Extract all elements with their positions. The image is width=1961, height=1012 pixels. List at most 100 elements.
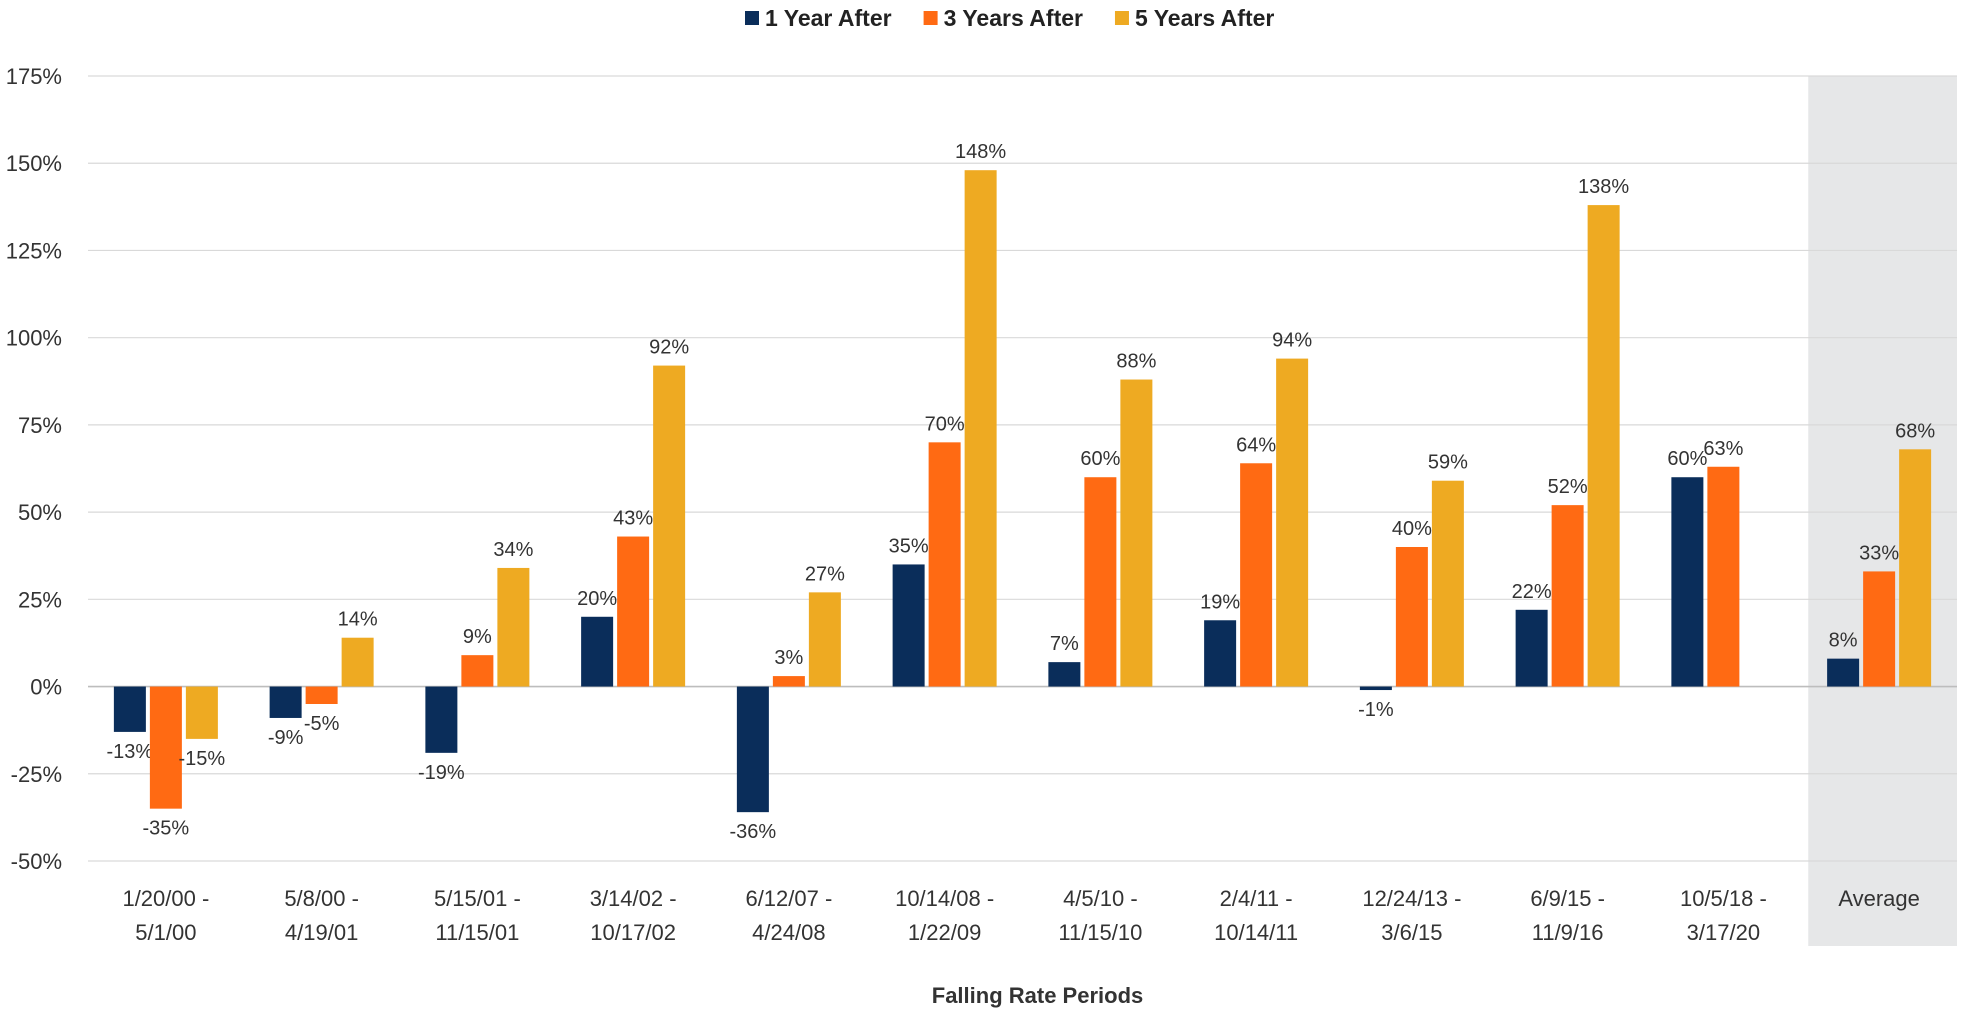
bar-5-years-after (1120, 379, 1153, 687)
y-tick-label: -25% (11, 762, 62, 787)
x-tick-label: 11/15/01 (435, 920, 519, 945)
bar-1-year-after (1515, 609, 1548, 687)
bar-5-years-after (964, 170, 997, 687)
bar-5-years-after (1431, 480, 1464, 687)
legend-label: 5 Years After (1135, 5, 1274, 31)
bar-3-years-after (1240, 463, 1273, 687)
data-label: 88% (1116, 351, 1156, 373)
bar-3-years-after (1551, 505, 1584, 687)
data-label: -9% (268, 727, 304, 749)
bar-5-years-after (1276, 358, 1309, 687)
bar-1-year-after (736, 686, 769, 813)
x-tick-label: Average (1838, 886, 1920, 911)
x-tick-label: 11/15/10 (1058, 920, 1142, 945)
y-tick-label: -50% (11, 849, 62, 874)
legend-swatch (923, 11, 938, 25)
x-tick-label: 5/1/00 (135, 920, 196, 945)
bar-3-years-after (461, 655, 494, 687)
bar-3-years-after (1084, 477, 1117, 687)
bar-5-years-after (808, 592, 841, 687)
data-label: 148% (955, 141, 1006, 163)
y-tick-label: 0% (30, 675, 62, 700)
x-tick-label: 5/8/00 - (284, 886, 359, 911)
bar-3-years-after (305, 686, 338, 704)
legend-label: 1 Year After (765, 5, 892, 31)
data-label: 20% (577, 588, 617, 610)
bar-1-year-after (892, 564, 925, 687)
data-label: 52% (1548, 476, 1588, 498)
data-label: 70% (925, 413, 965, 435)
data-label: 60% (1667, 448, 1707, 470)
x-tick-label: 5/15/01 - (434, 886, 521, 911)
y-tick-label: 25% (18, 587, 62, 612)
x-tick-label: 4/19/01 (285, 920, 358, 945)
bar-1-year-after (1048, 662, 1081, 687)
y-tick-label: 150% (6, 151, 62, 176)
data-label: 94% (1272, 330, 1312, 352)
data-label: 22% (1512, 581, 1552, 603)
bar-5-years-after (341, 637, 374, 687)
bar-1-year-after (113, 686, 146, 732)
y-tick-label: 175% (6, 64, 62, 89)
bar-1-year-after (1671, 477, 1704, 687)
data-label: -36% (730, 821, 777, 843)
bar-1-year-after (1827, 658, 1860, 687)
bar-5-years-after (1587, 205, 1620, 687)
data-label: 14% (338, 609, 378, 631)
x-tick-label: 10/14/08 - (895, 886, 994, 911)
bar-5-years-after (497, 567, 530, 687)
x-tick-label: 4/24/08 (752, 920, 825, 945)
data-label: 59% (1428, 452, 1468, 474)
y-tick-label: 125% (6, 238, 62, 263)
x-tick-label: 6/9/15 - (1530, 886, 1605, 911)
data-label: 33% (1859, 542, 1899, 564)
y-tick-label: 75% (18, 413, 62, 438)
data-label: 7% (1050, 633, 1079, 655)
x-tick-label: 1/22/09 (908, 920, 981, 945)
x-tick-label: 6/12/07 - (745, 886, 832, 911)
legend-label: 3 Years After (944, 5, 1083, 31)
data-label: 63% (1703, 438, 1743, 460)
x-tick-label: 11/9/16 (1532, 920, 1604, 945)
data-label: 27% (805, 563, 845, 585)
x-tick-label: 12/24/13 - (1362, 886, 1461, 911)
bar-1-year-after (425, 686, 458, 753)
bar-3-years-after (772, 676, 805, 687)
data-label: 8% (1829, 630, 1858, 652)
bar-3-years-after (1863, 571, 1896, 687)
x-axis-title: Falling Rate Periods (932, 983, 1144, 1008)
data-label: 34% (493, 539, 533, 561)
x-tick-label: 4/5/10 - (1063, 886, 1138, 911)
data-label: 60% (1080, 448, 1120, 470)
data-label: -19% (418, 762, 465, 784)
bar-1-year-after (1359, 686, 1392, 691)
bar-5-years-after (185, 686, 218, 739)
data-label: -13% (107, 741, 154, 763)
x-tick-label: 10/14/11 (1214, 920, 1298, 945)
bar-3-years-after (928, 442, 961, 687)
data-label: 43% (613, 508, 653, 530)
bar-3-years-after (1395, 547, 1428, 687)
data-label: 64% (1236, 434, 1276, 456)
legend-swatch (745, 11, 759, 25)
bar-1-year-after (269, 686, 302, 718)
x-tick-label: 2/4/11 - (1220, 886, 1293, 911)
legend-swatch (1114, 11, 1129, 25)
bar-5-years-after (1899, 449, 1932, 687)
x-tick-label: 10/17/02 (590, 920, 676, 945)
data-label: 68% (1895, 420, 1935, 442)
y-tick-label: 50% (18, 500, 62, 525)
x-tick-label: 10/5/18 - (1680, 886, 1767, 911)
data-label: 3% (774, 647, 803, 669)
data-label: 138% (1578, 176, 1629, 198)
bar-3-years-after (617, 536, 650, 687)
x-tick-label: 3/6/15 (1381, 920, 1442, 945)
bar-3-years-after (1707, 466, 1740, 687)
data-label: -5% (304, 713, 340, 735)
x-tick-label: 1/20/00 - (122, 886, 209, 911)
data-label: 9% (463, 626, 492, 648)
data-label: 40% (1392, 518, 1432, 540)
x-tick-label: 3/14/02 - (590, 886, 677, 911)
